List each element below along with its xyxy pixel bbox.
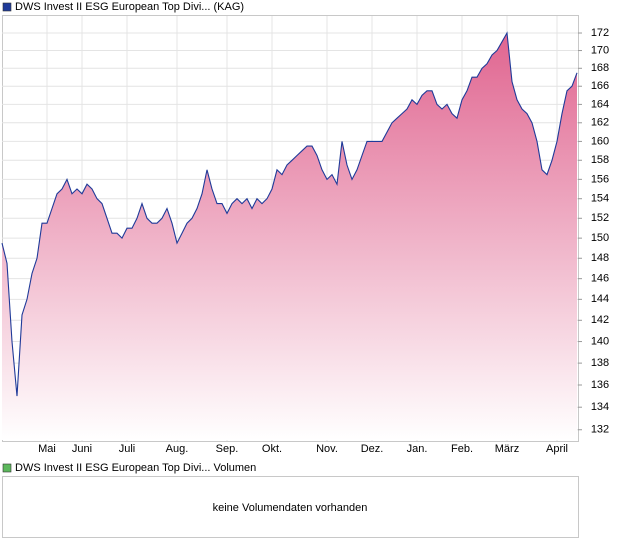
y-tick-label: 154 bbox=[591, 193, 609, 205]
x-tick-label: Aug. bbox=[166, 443, 189, 455]
x-tick-label: Jan. bbox=[407, 443, 428, 455]
x-tick-label: Sep. bbox=[216, 443, 239, 455]
y-tick-label: 172 bbox=[591, 27, 609, 39]
legend-label: DWS Invest II ESG European Top Divi... (… bbox=[15, 1, 244, 13]
y-tick-label: 162 bbox=[591, 117, 609, 129]
x-tick-label: Juli bbox=[119, 443, 136, 455]
plot-frame bbox=[2, 15, 579, 442]
y-tick-label: 144 bbox=[591, 293, 609, 305]
y-tick-label: 136 bbox=[591, 379, 609, 391]
y-tick-label: 142 bbox=[591, 314, 609, 326]
y-tick-label: 158 bbox=[591, 154, 609, 166]
x-tick-label: Feb. bbox=[451, 443, 473, 455]
y-tick-label: 132 bbox=[591, 424, 609, 436]
x-tick-label: April bbox=[546, 443, 568, 455]
legend-swatch bbox=[2, 2, 12, 12]
no-volume-note: keine Volumendaten vorhanden bbox=[213, 502, 368, 514]
y-tick-label: 160 bbox=[591, 135, 609, 147]
y-tick-label: 146 bbox=[591, 273, 609, 285]
line bbox=[1, 31, 578, 397]
volume-frame bbox=[2, 476, 579, 538]
y-tick-label: 140 bbox=[591, 335, 609, 347]
y-tick-label: 156 bbox=[591, 173, 609, 185]
y-tick-label: 152 bbox=[591, 212, 609, 224]
x-tick-label: Juni bbox=[72, 443, 92, 455]
legend-label: DWS Invest II ESG European Top Divi... V… bbox=[15, 462, 256, 474]
y-tick-label: 138 bbox=[591, 357, 609, 369]
x-tick-label: Okt. bbox=[262, 443, 282, 455]
y-tick-label: 168 bbox=[591, 62, 609, 74]
y-tick-label: 134 bbox=[591, 401, 609, 413]
legend-swatch bbox=[2, 463, 12, 473]
y-tick-label: 170 bbox=[591, 44, 609, 56]
y-tick-label: 164 bbox=[591, 98, 609, 110]
x-tick-label: Mai bbox=[38, 443, 56, 455]
x-tick-label: März bbox=[495, 443, 519, 455]
y-tick-label: 166 bbox=[591, 80, 609, 92]
x-tick-label: Dez. bbox=[361, 443, 384, 455]
x-tick-label: Nov. bbox=[316, 443, 338, 455]
area-fill bbox=[2, 33, 577, 440]
y-tick-label: 148 bbox=[591, 252, 609, 264]
y-tick-label: 150 bbox=[591, 232, 609, 244]
